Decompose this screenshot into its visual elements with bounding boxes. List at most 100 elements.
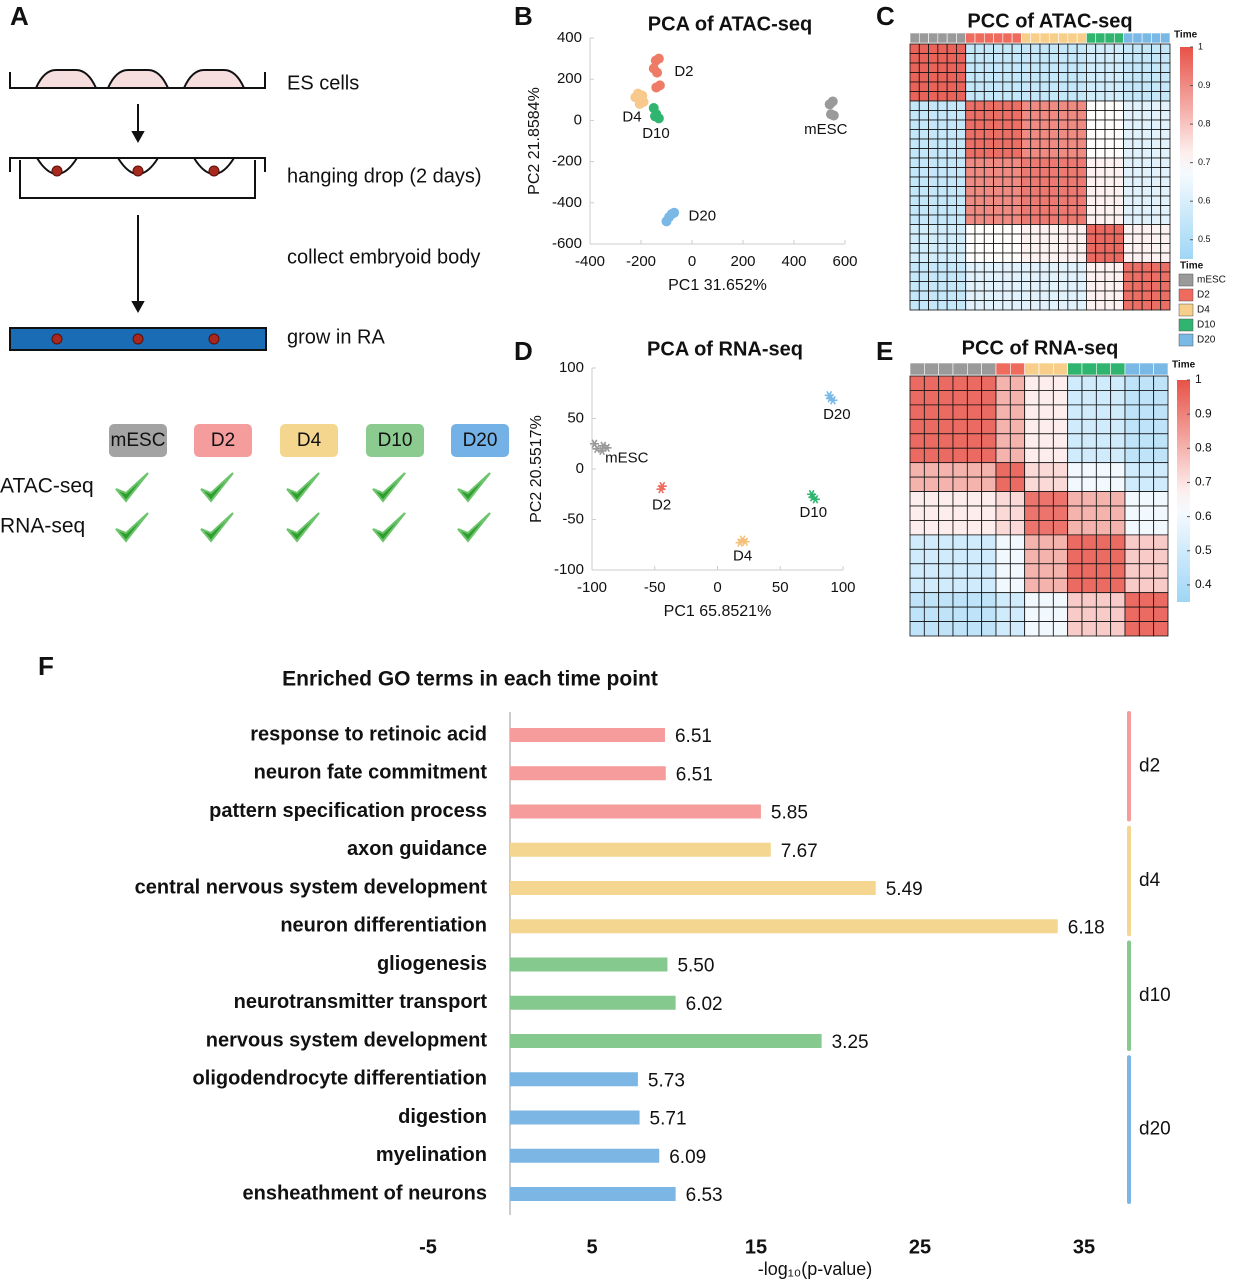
heatmap-cell <box>909 252 920 263</box>
heatmap-cell <box>952 577 968 594</box>
heatmap-cell <box>909 81 920 92</box>
heatmap-cell <box>918 62 929 73</box>
heatmap-cell <box>1038 592 1054 608</box>
heatmap-cell <box>1052 606 1069 622</box>
heatmap-cell <box>1021 262 1032 273</box>
bar-annotation: 6.18 <box>1068 917 1105 938</box>
heatmap-cell <box>1151 53 1162 64</box>
y-tick-label: -200 <box>552 153 582 170</box>
heatmap-cell <box>956 129 967 140</box>
heatmap-cell <box>995 621 1011 637</box>
heatmap-cell <box>923 534 940 550</box>
heatmap-cell <box>1151 195 1162 206</box>
heatmap-cell <box>1104 129 1115 140</box>
heatmap-cell <box>1141 243 1152 254</box>
heatmap-cell <box>974 148 985 159</box>
heatmap-cell <box>966 577 983 594</box>
heatmap-cell <box>1095 72 1106 83</box>
heatmap-cell <box>1011 195 1022 206</box>
heatmap-cell <box>938 447 954 464</box>
heatmap-cell <box>993 148 1004 159</box>
heatmap-cell <box>1104 110 1115 121</box>
heatmap-cell <box>956 62 967 73</box>
heatmap-cell <box>974 110 985 121</box>
heatmap-cell <box>1052 534 1069 550</box>
heatmap-cell <box>1132 205 1143 216</box>
heatmap-cell <box>1076 214 1087 225</box>
heatmap-cell <box>1095 148 1106 159</box>
heatmap-cell <box>1086 224 1097 235</box>
heatmap-cell <box>1124 418 1140 435</box>
bar <box>510 919 1058 934</box>
heatmap-cell <box>923 418 940 435</box>
heatmap-cell <box>1076 91 1087 102</box>
point <box>828 110 839 121</box>
heatmap-cell <box>928 176 939 187</box>
bar <box>510 1187 676 1201</box>
heatmap-cell <box>1038 491 1054 507</box>
heatmap-cell <box>937 119 948 130</box>
heatmap-cell <box>1039 176 1050 187</box>
heatmap-cell <box>938 520 954 536</box>
heatmap-cell <box>1021 53 1032 64</box>
bar-annotation: 5.73 <box>648 1070 685 1091</box>
heatmap-cell <box>1039 290 1050 301</box>
heatmap-cell <box>937 243 948 254</box>
heatmap-cell <box>952 462 968 478</box>
heatmap-cell <box>952 563 968 579</box>
category-label: ensheathment of neurons <box>243 1182 487 1204</box>
strip-cell <box>983 32 994 44</box>
heatmap-cell <box>1076 43 1087 54</box>
heatmap-cell <box>1058 81 1069 92</box>
heatmap-cell <box>1110 447 1126 464</box>
heatmap-cell <box>937 43 948 54</box>
heatmap-cell <box>1141 81 1152 92</box>
heatmap-cell <box>909 91 920 102</box>
heatmap-cell <box>993 72 1004 83</box>
category-label: nervous system development <box>206 1029 488 1051</box>
category-label: myelination <box>376 1144 487 1166</box>
category-label: central nervous system development <box>135 876 488 898</box>
colorbar-tick-label: 1 <box>1195 372 1202 386</box>
heatmap-cell <box>1048 205 1059 216</box>
heatmap-cell <box>1123 43 1134 54</box>
category-label: gliogenesis <box>377 953 487 975</box>
x-tick-label: 400 <box>781 253 806 270</box>
heatmap-cell <box>1160 72 1171 83</box>
heatmap-cell <box>1021 271 1032 282</box>
timepoint-box <box>280 424 338 457</box>
bar-annotation: 7.67 <box>781 841 818 862</box>
heatmap-cell <box>909 72 920 83</box>
y-axis-label: PC2 20.5517% <box>528 415 545 523</box>
heatmap-cell <box>1138 418 1155 435</box>
heatmap-cell <box>1011 205 1022 216</box>
heatmap-cell <box>1076 72 1087 83</box>
heatmap-cell <box>1021 224 1032 235</box>
heatmap-cell <box>956 72 967 83</box>
heatmap-cell <box>1141 72 1152 83</box>
bar-annotation: 6.51 <box>675 726 712 747</box>
heatmap-cell <box>1160 138 1171 149</box>
arrow-head <box>131 301 145 314</box>
heatmap-cell <box>995 390 1011 406</box>
heatmap-cell <box>909 271 920 282</box>
heatmap-cell <box>965 214 976 225</box>
heatmap-cell <box>1151 81 1162 92</box>
heatmap-cell <box>1113 281 1124 292</box>
heatmap-cell <box>1058 262 1069 273</box>
heatmap-cell <box>1024 462 1040 478</box>
heatmap-cell <box>1113 186 1124 197</box>
heatmap-cell <box>1153 592 1169 608</box>
embryoid-body <box>132 165 144 177</box>
heatmap-cell <box>909 167 920 178</box>
heatmap-cell <box>1138 548 1155 565</box>
heatmap-cell <box>1132 148 1143 159</box>
heatmap-cell <box>923 563 940 579</box>
heatmap-cell <box>1067 271 1078 282</box>
group-bracket <box>1127 940 1131 1051</box>
heatmap-cell <box>1002 290 1013 301</box>
heatmap-cell <box>983 214 994 225</box>
legend-label: D2 <box>1197 290 1210 301</box>
point <box>634 98 645 109</box>
point <box>735 538 745 548</box>
